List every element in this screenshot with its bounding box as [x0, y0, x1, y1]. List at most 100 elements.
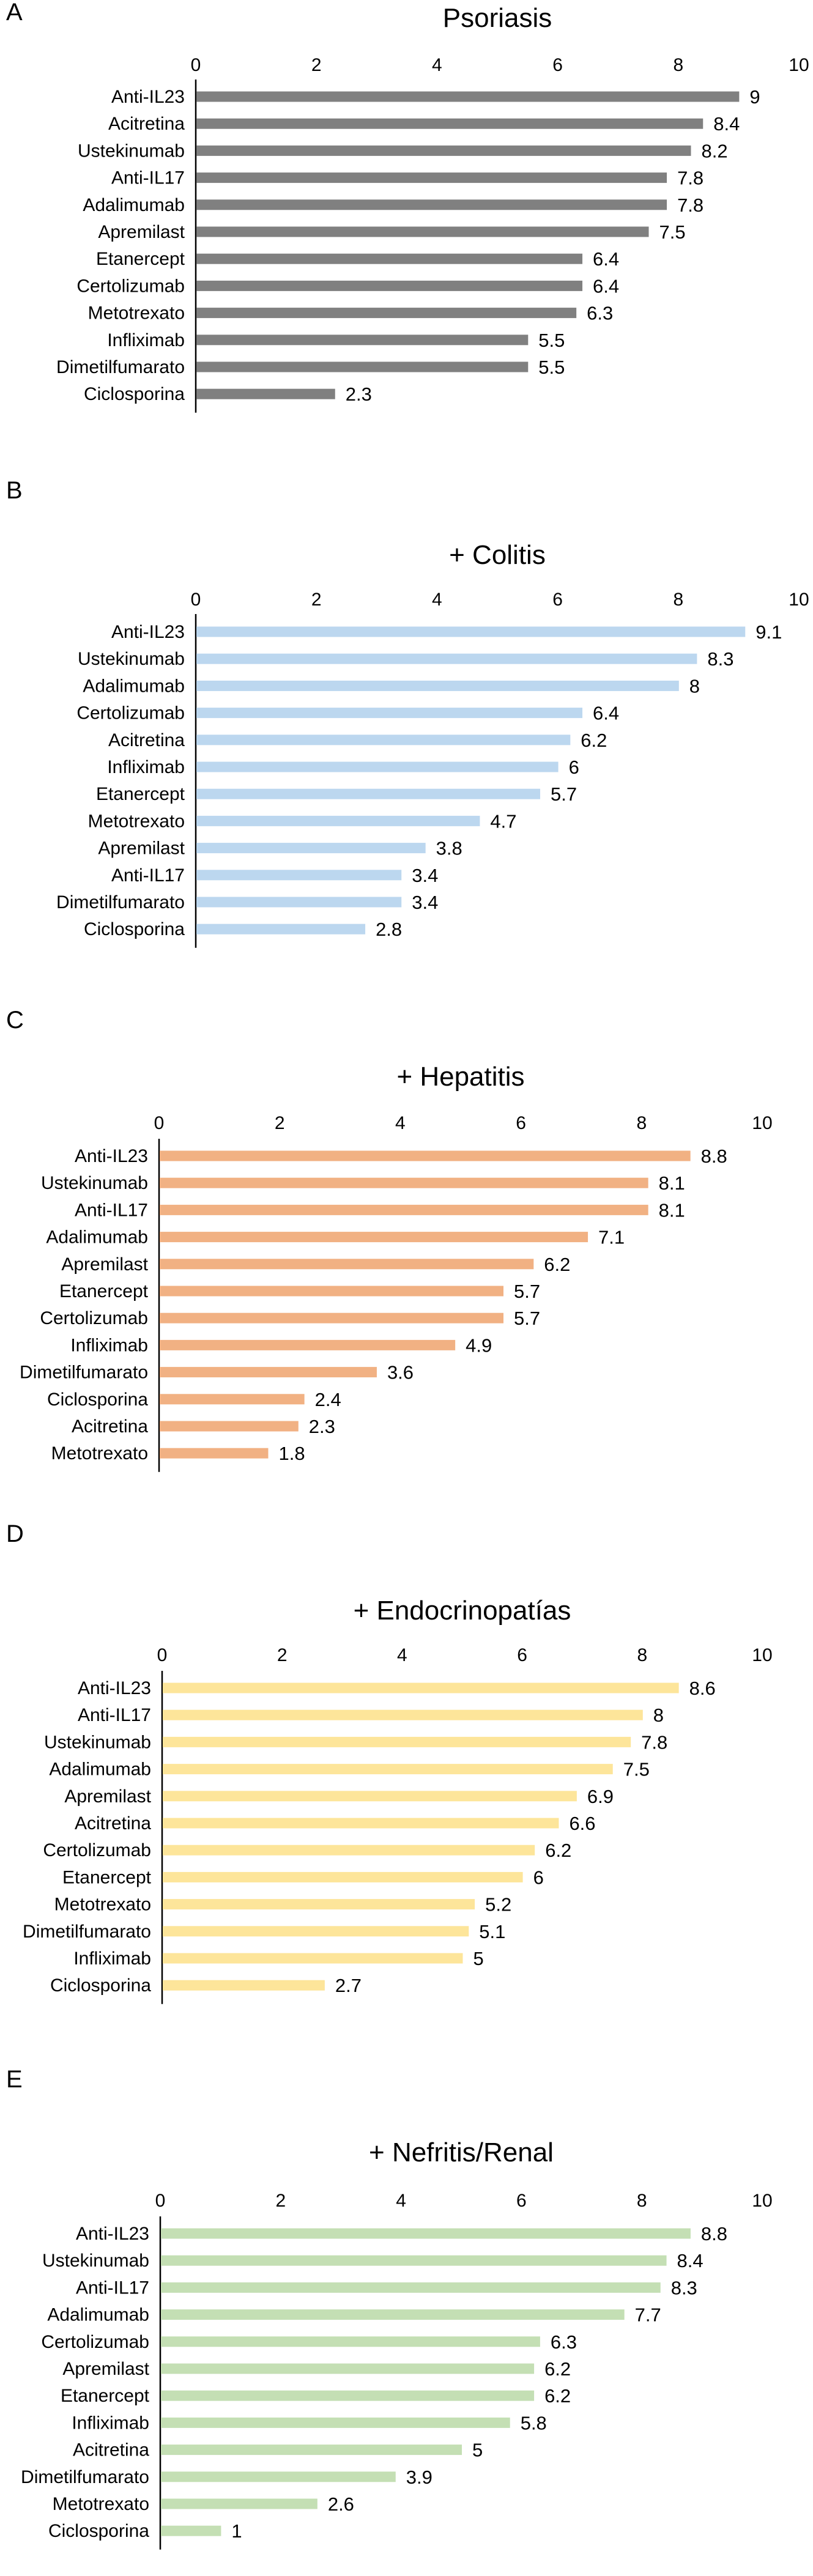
bar — [160, 1177, 648, 1188]
bar-chart: Psoriasis 0 2 4 6 8 10 Anti-IL23 9 Acitretina 8.4 U… — [56, 3, 809, 413]
category-label: Apremilast — [98, 838, 185, 859]
value-label: 5.7 — [514, 1308, 540, 1329]
value-label: 7.8 — [677, 194, 703, 216]
category-label: Anti-IL23 — [111, 87, 185, 107]
bar — [163, 1899, 475, 1910]
category-label: Ustekinumab — [78, 649, 185, 669]
chart-title: + Endocrinopatías — [354, 1596, 571, 1626]
category-label: Dimetilfumarato — [20, 1363, 148, 1383]
category-label: Infliximab — [73, 1949, 151, 1969]
value-label: 6.4 — [593, 248, 619, 270]
value-label: 7.5 — [623, 1759, 650, 1780]
bar — [160, 1367, 377, 1378]
x-tick-label: 4 — [397, 1645, 407, 1665]
bar — [163, 1871, 523, 1882]
category-label: Certolizumab — [40, 1308, 148, 1328]
value-label: 2.6 — [328, 2493, 354, 2515]
category-label: Metotrexato — [88, 303, 185, 324]
x-tick-label: 4 — [432, 55, 442, 75]
x-tick-label: 4 — [395, 1113, 406, 1133]
bar — [196, 761, 559, 772]
value-label: 4.7 — [490, 810, 516, 832]
bar — [161, 2363, 535, 2374]
panel-letter: A — [6, 0, 23, 26]
x-tick-label: 0 — [155, 2191, 166, 2211]
category-label: Anti-IL23 — [78, 1678, 151, 1698]
bar — [196, 199, 667, 210]
category-label: Etanercept — [59, 1281, 149, 1301]
category-label: Adalimumab — [83, 676, 185, 696]
chart-panel-b: B + Colitis 0 2 4 6 8 10 Anti-IL23 9.1 Ustekinumab… — [0, 478, 813, 974]
value-label: 6.2 — [581, 730, 607, 751]
bar — [163, 1980, 325, 1991]
value-label: 3.6 — [387, 1362, 414, 1383]
value-label: 8.1 — [659, 1199, 685, 1221]
value-label: 5 — [472, 2440, 483, 2461]
x-tick-label: 8 — [636, 1113, 647, 1133]
bar — [196, 870, 402, 881]
chart-title: + Hepatitis — [396, 1062, 524, 1092]
x-tick-label: 2 — [275, 2191, 286, 2211]
category-label: Infliximab — [107, 330, 185, 350]
panel-letter: B — [6, 477, 23, 504]
category-label: Ciclosporina — [84, 384, 185, 404]
x-tick-label: 8 — [673, 590, 683, 610]
value-label: 8.2 — [702, 140, 728, 161]
bar — [160, 1204, 648, 1215]
value-label: 8.4 — [713, 113, 740, 135]
panel-letter: C — [6, 1007, 24, 1034]
bar — [163, 1764, 613, 1775]
bar-chart: + Endocrinopatías 0 2 4 6 8 10 Anti-IL23 8.6 Anti… — [23, 1596, 773, 2004]
value-label: 6 — [533, 1867, 544, 1888]
category-label: Metotrexato — [54, 1895, 151, 1915]
category-label: Anti-IL23 — [76, 2224, 149, 2244]
value-label: 8.6 — [689, 1678, 716, 1699]
bar — [196, 897, 402, 908]
category-label: Certolizumab — [43, 1840, 151, 1860]
bar — [196, 735, 571, 746]
value-label: 6.4 — [593, 703, 619, 724]
bar — [161, 2498, 317, 2509]
value-label: 2.3 — [309, 1416, 335, 1437]
x-tick-label: 10 — [752, 2191, 772, 2211]
value-label: 6.4 — [593, 275, 619, 297]
value-label: 3.4 — [412, 865, 438, 886]
panel-letter: E — [6, 2066, 23, 2093]
value-label: 6.9 — [587, 1786, 614, 1807]
bar — [161, 2525, 221, 2536]
category-label: Etanercept — [96, 784, 185, 804]
category-label: Etanercept — [62, 1867, 152, 1887]
value-label: 2.7 — [335, 1975, 362, 1996]
bar — [160, 1421, 299, 1432]
value-label: 7.7 — [635, 2304, 661, 2326]
category-label: Metotrexato — [51, 1443, 148, 1464]
bar — [196, 91, 740, 102]
value-label: 6.3 — [551, 2331, 577, 2353]
bar — [161, 2471, 396, 2482]
bar-chart: + Colitis 0 2 4 6 8 10 Anti-IL23 9.1 Ustekinumab 8… — [56, 540, 809, 948]
x-tick-label: 8 — [673, 55, 683, 75]
x-tick-label: 10 — [789, 55, 809, 75]
value-label: 6.2 — [545, 1840, 571, 1861]
bar — [196, 626, 746, 637]
x-tick-label: 10 — [789, 590, 809, 610]
value-label: 6.2 — [544, 2385, 571, 2407]
category-label: Acitretina — [75, 1813, 151, 1834]
x-tick-label: 10 — [752, 1645, 772, 1665]
chart-title: + Nefritis/Renal — [369, 2137, 554, 2167]
category-label: Anti-IL17 — [78, 1705, 151, 1725]
value-label: 8.4 — [677, 2250, 703, 2271]
value-label: 6.2 — [544, 2358, 571, 2380]
bar — [196, 145, 691, 156]
value-label: 8.8 — [701, 1146, 727, 1167]
category-label: Acitretina — [108, 114, 185, 134]
value-label: 9 — [749, 86, 760, 108]
category-label: Anti-IL17 — [75, 1200, 148, 1220]
category-label: Dimetilfumarato — [23, 1922, 151, 1942]
x-tick-label: 0 — [191, 590, 201, 610]
category-label: Adalimumab — [47, 2305, 149, 2325]
bar — [163, 1953, 463, 1964]
bar — [161, 2228, 691, 2239]
value-label: 8 — [653, 1704, 664, 1726]
bar — [161, 2390, 535, 2401]
